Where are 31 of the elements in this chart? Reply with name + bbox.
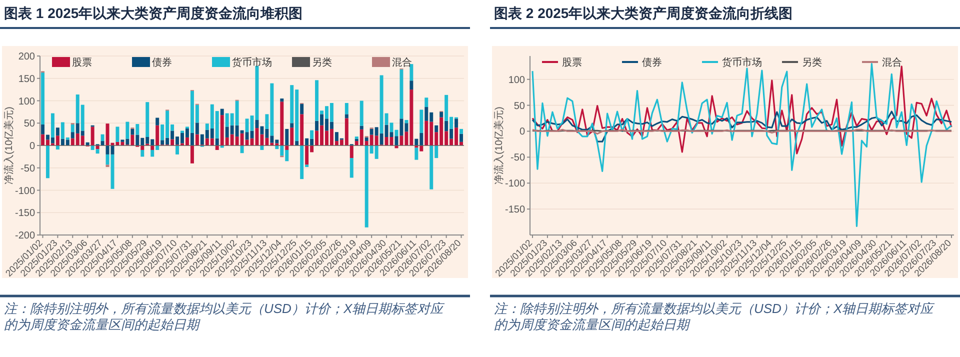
text: 注：除特别注明外，所有流量数据均以美元（USD）计价；X轴日期标签对应的为周度资金流量区间的起始日期 — [4, 301, 446, 332]
y-tick-label: 150 — [18, 74, 36, 85]
chart-title: 图表 1 2025年以来大类资产周度资金流向堆积图 — [4, 5, 303, 21]
y-tick-label: -50 — [510, 152, 526, 164]
legend-label: 债券 — [642, 56, 662, 68]
y-tick-label: -150 — [504, 204, 526, 216]
legend-label: 股票 — [562, 58, 582, 68]
legend-label: 货币市场 — [232, 56, 272, 68]
legend-label: 混合 — [882, 56, 902, 68]
y-tick-label: -50 — [20, 163, 36, 174]
legend-label: 货币市场 — [722, 56, 762, 68]
y-tick-label: -150 — [14, 208, 36, 220]
y-tick-label: 200 — [18, 52, 36, 62]
chart-title: 图表 2 2025年以来大类资产周度资金流向折线图 — [494, 5, 793, 21]
y-tick-label: -100 — [14, 186, 36, 197]
y-tick-label: 50 — [514, 100, 526, 112]
y-tick-label: 100 — [18, 96, 36, 108]
y-axis-title: 净流入(10亿美元) — [3, 106, 15, 184]
y-tick-label: -100 — [504, 178, 526, 190]
text: 注：除特别注明外，所有流量数据均以美元（USD）计价；X轴日期标签对应的为周度资金流量区间的起始日期 — [494, 301, 936, 332]
legend-label: 另类 — [312, 56, 332, 68]
y-tick-label: 0 — [29, 141, 36, 152]
y-tick-label: 100 — [508, 74, 526, 86]
y-tick-label: 0 — [519, 126, 526, 138]
y-axis-title: 净流入(10亿美元) — [493, 106, 505, 184]
y-tick-label: -200 — [14, 230, 36, 242]
legend-label: 股票 — [72, 58, 92, 68]
legend-label: 另类 — [802, 56, 822, 68]
y-tick-label: 50 — [24, 118, 36, 130]
legend-label: 债券 — [152, 56, 172, 68]
legend-label: 混合 — [392, 56, 412, 68]
